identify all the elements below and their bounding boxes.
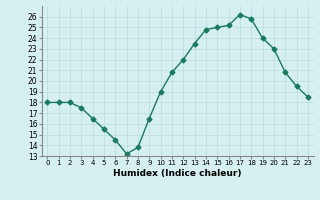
X-axis label: Humidex (Indice chaleur): Humidex (Indice chaleur) — [113, 169, 242, 178]
